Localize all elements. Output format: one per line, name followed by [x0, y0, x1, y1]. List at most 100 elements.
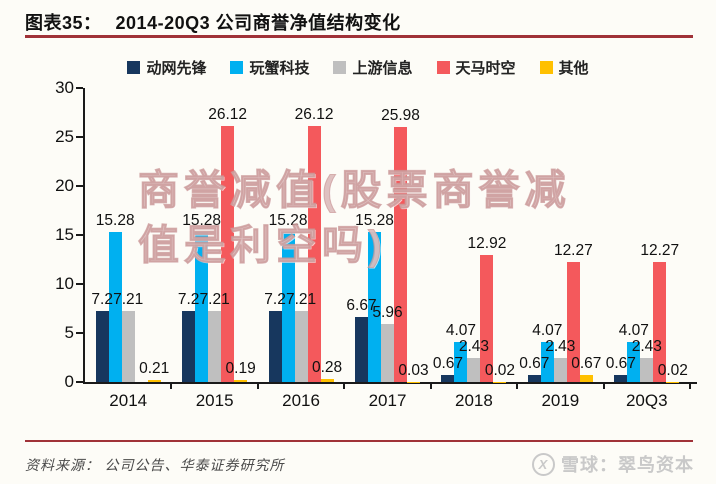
title-divider-rule: [25, 35, 693, 38]
bar-其他-2014: [147, 379, 161, 382]
bar-value-label: 15.28: [355, 212, 394, 230]
bar-value-label: 12.92: [467, 235, 507, 253]
legend-swatch-icon: [333, 61, 347, 74]
bar-玩蟹科技-2014: [108, 232, 122, 382]
bar-动网先锋-2015: [182, 311, 196, 382]
bar-上游信息-2015: [208, 311, 222, 382]
xueqiu-logo-icon: X: [532, 452, 555, 476]
x-axis-category-label: 2017: [368, 391, 407, 410]
bar-value-label: 0.67: [605, 355, 636, 373]
bar-value-label: 0.03: [398, 361, 429, 379]
legend-item-动网先锋: 动网先锋: [127, 57, 206, 78]
y-axis-tick-label: 30: [55, 78, 74, 97]
bar-value-label: 4.07: [532, 322, 563, 340]
x-axis-tick: [516, 384, 519, 389]
bar-value-label: 0.19: [225, 360, 256, 378]
figure-title: 2014-20Q3 公司商誉净值结构变化: [115, 13, 401, 33]
bar-玩蟹科技-20Q3: [627, 342, 641, 382]
x-axis-category-label: 2018: [455, 391, 493, 410]
bar-value-label: 7.2: [177, 291, 200, 309]
bar-其他-2019: [579, 375, 593, 382]
legend-item-天马时空: 天马时空: [436, 57, 516, 78]
bar-天马时空-2019: [566, 261, 580, 382]
bar-value-label: 15.28: [95, 212, 135, 230]
bar-其他-2016: [320, 379, 334, 382]
bar-动网先锋-2016: [268, 311, 282, 382]
legend-label: 其他: [558, 60, 589, 77]
x-axis-category-label: 2015: [195, 391, 234, 410]
bar-value-label: 12.27: [640, 241, 680, 259]
legend-item-其他: 其他: [539, 57, 589, 78]
x-axis-tick: [343, 384, 346, 389]
bar-上游信息-2014: [121, 311, 135, 382]
x-axis-tick: [429, 384, 432, 389]
bar-value-label: 7.21: [285, 291, 317, 309]
x-axis-category-label: 2014: [109, 391, 148, 410]
x-axis-category-label: 20Q3: [625, 391, 668, 410]
legend-label: 天马时空: [455, 60, 516, 77]
legend-item-玩蟹科技: 玩蟹科技: [230, 57, 309, 78]
bar-玩蟹科技-2016: [281, 232, 295, 382]
bar-value-label: 7.2: [264, 291, 286, 309]
x-axis-tick: [256, 384, 259, 389]
y-axis-tick-label: 0: [64, 372, 74, 391]
y-axis-tick-label: 25: [55, 127, 74, 146]
bar-动网先锋-2018: [441, 375, 455, 382]
bar-value-label: 7.21: [199, 291, 230, 309]
y-axis-tick: [76, 87, 83, 89]
bar-动网先锋-2017: [355, 316, 368, 382]
x-axis-tick: [170, 384, 173, 389]
bar-value-label: 0.02: [657, 361, 688, 379]
legend-swatch-icon: [127, 61, 141, 74]
bar-动网先锋-2014: [95, 311, 109, 382]
figure-title-line: 图表35： 2014-20Q3 公司商誉净值结构变化: [25, 9, 401, 35]
bar-value-label: 25.98: [381, 107, 420, 125]
brand-name: 雪球：翠鸟资本: [561, 455, 694, 475]
bar-value-label: 4.07: [618, 322, 649, 340]
y-axis-tick-label: 15: [55, 225, 74, 244]
bar-value-label: 6.67: [346, 296, 377, 314]
bar-天马时空-2015: [221, 126, 235, 382]
bar-其他-2015: [234, 380, 248, 382]
legend-swatch-icon: [230, 61, 244, 74]
bar-value-label: 15.28: [268, 212, 308, 230]
y-axis-tick: [76, 136, 83, 138]
bar-value-label: 7.2: [91, 291, 113, 309]
bar-value-label: 0.67: [571, 355, 602, 373]
y-axis-line: [83, 88, 85, 384]
legend-swatch-icon: [436, 61, 450, 74]
chart-legend: 动网先锋 玩蟹科技 上游信息 天马时空 其他: [0, 57, 716, 78]
bar-上游信息-2018: [467, 358, 481, 382]
y-axis-tick-label: 20: [55, 176, 74, 195]
bar-上游信息-2019: [553, 358, 567, 382]
bar-玩蟹科技-2019: [540, 342, 554, 382]
bar-value-label: 26.12: [294, 106, 334, 124]
y-axis-tick: [76, 381, 83, 383]
bar-动网先锋-2019: [527, 375, 541, 382]
legend-label: 玩蟹科技: [249, 60, 310, 77]
bar-value-label: 5.96: [372, 303, 403, 321]
y-axis-tick: [76, 332, 83, 334]
brand-badge: X 雪球：翠鸟资本: [532, 451, 694, 477]
bar-value-label: 26.12: [208, 106, 248, 124]
bar-上游信息-2016: [294, 311, 308, 382]
footer-divider-rule: [25, 440, 693, 442]
data-source-note: 资料来源： 公司公告、华泰证券研究所: [25, 459, 285, 474]
bar-value-label: 7.21: [113, 291, 144, 309]
bar-value-label: 0.28: [311, 359, 343, 377]
legend-label: 上游信息: [352, 60, 413, 77]
x-axis-category-label: 2016: [282, 391, 320, 410]
y-axis-tick-label: 5: [64, 323, 74, 342]
legend-item-上游信息: 上游信息: [333, 57, 413, 78]
bar-value-label: 2.43: [545, 338, 576, 356]
legend-label: 动网先锋: [146, 60, 207, 77]
y-axis-tick: [76, 283, 83, 285]
bar-value-label: 0.21: [139, 359, 170, 377]
bar-value-label: 2.43: [458, 338, 490, 356]
bar-value-label: 4.07: [445, 322, 477, 340]
y-axis-tick: [76, 234, 83, 236]
bar-上游信息-2017: [381, 323, 394, 382]
bar-天马时空-2017: [394, 127, 407, 382]
